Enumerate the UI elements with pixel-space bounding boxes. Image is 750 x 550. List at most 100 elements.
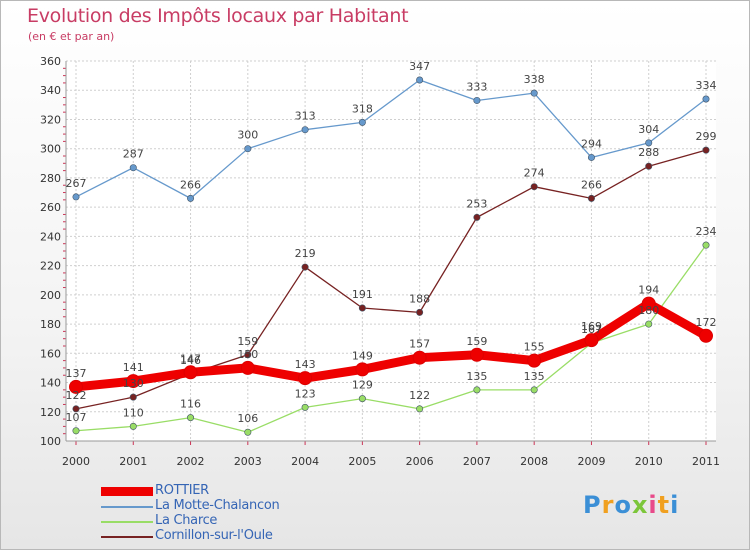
data-label: 135 [524, 370, 545, 383]
proxiti-logo: Proxiti [583, 491, 679, 519]
data-point [416, 76, 424, 84]
data-point [645, 320, 653, 328]
data-point [244, 145, 252, 153]
x-tick-label: 2003 [234, 455, 262, 468]
data-point [473, 213, 481, 221]
data-point [530, 386, 538, 394]
data-point [187, 414, 195, 422]
data-point [69, 379, 83, 394]
data-point [187, 194, 195, 202]
legend-swatch [101, 487, 153, 496]
data-point [473, 96, 481, 104]
data-label: 180 [638, 304, 659, 317]
series-line [75, 244, 707, 433]
data-label: 106 [237, 412, 258, 425]
logo-letter: i [670, 491, 680, 519]
data-point [129, 393, 137, 401]
data-point [301, 263, 309, 271]
logo-letter: t [657, 491, 671, 519]
data-point [358, 395, 366, 403]
data-label: 347 [409, 60, 430, 73]
data-label: 149 [352, 349, 373, 362]
data-label: 157 [409, 338, 430, 351]
data-point [699, 328, 713, 343]
data-label: 122 [409, 389, 430, 402]
data-point [244, 351, 252, 359]
data-label: 266 [581, 178, 602, 191]
x-tick-label: 2007 [463, 455, 491, 468]
chart-title: Evolution des Impôts locaux par Habitant [27, 5, 409, 27]
data-point [301, 403, 309, 411]
data-point [301, 126, 309, 134]
data-point [702, 146, 710, 154]
y-tick-label: 160 [40, 347, 61, 360]
data-label: 266 [180, 178, 201, 191]
logo-letter: i [648, 491, 658, 519]
logo-letter: x [631, 491, 649, 519]
y-tick-label: 240 [40, 230, 61, 243]
data-point [412, 350, 427, 365]
data-point [416, 405, 424, 413]
data-label: 294 [581, 137, 602, 150]
data-label: 155 [524, 341, 545, 354]
data-label: 167 [581, 323, 602, 336]
logo-letter: P [583, 491, 602, 519]
data-point [240, 360, 255, 375]
data-label: 253 [466, 197, 487, 210]
data-point [587, 153, 595, 161]
data-point [645, 139, 653, 147]
data-point [129, 164, 137, 172]
legend-label: La Motte-Chalancon [155, 498, 280, 513]
data-point [72, 405, 80, 413]
y-tick-label: 300 [40, 143, 61, 156]
data-label: 123 [295, 387, 316, 400]
y-tick-label: 120 [40, 406, 61, 419]
data-point [416, 308, 424, 316]
line-chart: 100 120 140 160 180 200 220 240 260 280 300 320 340 3… [40, 55, 720, 468]
data-label: 313 [295, 110, 316, 123]
data-point [702, 95, 710, 103]
data-label: 318 [352, 102, 373, 115]
x-tick-label: 2010 [635, 455, 663, 468]
y-tick-label: 360 [40, 55, 61, 68]
data-point [355, 362, 370, 377]
y-tick-label: 100 [40, 435, 61, 448]
data-label: 135 [466, 370, 487, 383]
data-label: 129 [352, 379, 373, 392]
data-label: 334 [696, 79, 717, 92]
legend-swatch [101, 536, 153, 538]
data-point [473, 386, 481, 394]
data-point [126, 374, 141, 389]
y-tick-label: 180 [40, 318, 61, 331]
x-tick-label: 2005 [348, 455, 376, 468]
x-tick-label: 2002 [177, 455, 205, 468]
data-label: 147 [180, 352, 201, 365]
data-label: 146 [180, 354, 201, 367]
legend-label: ROTTIER [155, 483, 209, 498]
data-label: 130 [123, 377, 144, 390]
data-label: 191 [352, 288, 373, 301]
data-point [530, 183, 538, 191]
x-tick-label: 2006 [406, 455, 434, 468]
x-tick-label: 2004 [291, 455, 319, 468]
x-tick-label: 2000 [62, 455, 90, 468]
y-tick-label: 200 [40, 289, 61, 302]
legend-label: Cornillon-sur-l'Oule [155, 528, 273, 543]
data-label: 150 [237, 348, 258, 361]
data-label: 122 [66, 389, 87, 402]
data-point [72, 193, 80, 201]
data-point [587, 194, 595, 202]
series-line [75, 79, 707, 200]
data-label: 288 [638, 146, 659, 159]
data-label: 304 [638, 123, 659, 136]
data-label: 333 [466, 80, 487, 93]
data-point [298, 371, 313, 386]
x-tick-label: 2008 [520, 455, 548, 468]
data-label: 107 [66, 411, 87, 424]
data-label: 137 [66, 367, 87, 380]
data-label: 219 [295, 247, 316, 260]
data-label: 234 [696, 225, 717, 238]
data-label: 143 [295, 358, 316, 371]
data-label: 116 [180, 398, 201, 411]
